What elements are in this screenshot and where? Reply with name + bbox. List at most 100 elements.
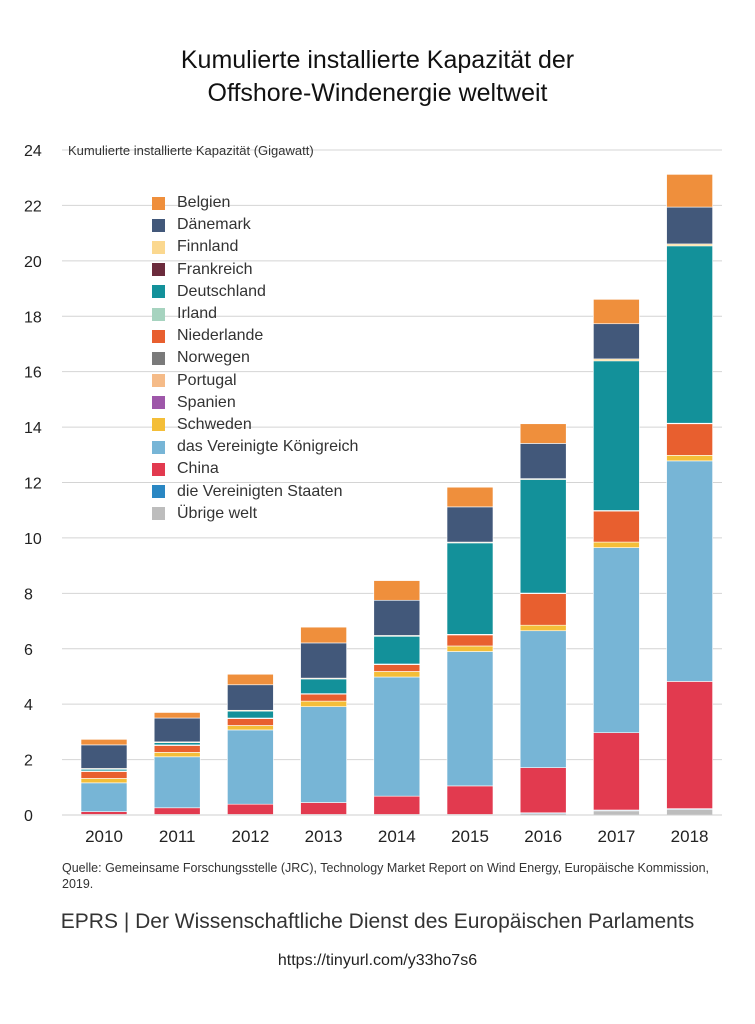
bar-segment-2011-china xyxy=(153,807,201,815)
legend-label: Norwegen xyxy=(177,349,250,367)
x-tick-label-2016: 2016 xyxy=(524,827,562,846)
y-tick-label-0: 0 xyxy=(24,808,33,825)
legend-swatch xyxy=(152,196,165,210)
bar-segment-2013-deutschland xyxy=(300,678,347,694)
legend-swatch xyxy=(152,218,165,232)
bar-segment-2018-deutschland xyxy=(666,245,713,424)
bar-segment-2015-china xyxy=(446,785,494,815)
legend-item: Norwegen xyxy=(152,347,358,369)
y-tick-label-20: 20 xyxy=(24,254,42,271)
bar-segment-2017-belgien xyxy=(593,299,640,325)
x-tick-label-2010: 2010 xyxy=(85,827,123,846)
footer-url[interactable]: https://tinyurl.com/y33ho7s6 xyxy=(277,952,478,969)
legend-swatch xyxy=(152,507,165,521)
y-axis-label: Kumulierte installierte Kapazität (Gigaw… xyxy=(68,143,314,158)
x-tick-label-2015: 2015 xyxy=(451,827,489,846)
bar-segment-2011-das-vereinigte-königreich xyxy=(153,756,201,809)
legend-swatch xyxy=(152,351,165,365)
bar-segment-2017-übrige-welt xyxy=(593,810,640,816)
legend-label: Spanien xyxy=(177,393,236,411)
bar-segment-2013-dänemark xyxy=(300,642,347,679)
legend-item: China xyxy=(152,458,358,480)
bar-segment-2012-deutschland xyxy=(227,710,274,719)
bar-segment-2014-schweden xyxy=(373,671,421,678)
y-tick-label-6: 6 xyxy=(24,642,33,659)
bar-segment-2014-china xyxy=(373,795,421,815)
legend-label: Finnland xyxy=(177,238,239,256)
legend-label: Irland xyxy=(177,305,218,323)
y-tick-label-22: 22 xyxy=(24,198,42,215)
chart-title-line-1: Kumulierte installierte Kapazität der xyxy=(180,46,575,74)
bar-segment-2016-schweden xyxy=(519,624,567,632)
legend-item: Finnland xyxy=(152,236,358,258)
bar-segment-2017-niederlande xyxy=(593,510,640,543)
y-tick-label-4: 4 xyxy=(24,697,33,714)
legend-label: Frankreich xyxy=(177,260,253,278)
bar-segment-2010-niederlande xyxy=(80,771,128,779)
bar-segment-2010-das-vereinigte-königreich xyxy=(80,782,128,812)
bar-segment-2018-china xyxy=(666,681,713,809)
legend-swatch xyxy=(152,263,165,277)
legend-label: Belgien xyxy=(177,194,231,212)
y-tick-label-12: 12 xyxy=(24,476,42,493)
chart-title: Kumulierte installierte Kapazität der Of… xyxy=(0,44,755,110)
y-tick-label-16: 16 xyxy=(24,365,42,382)
x-tick-label-2012: 2012 xyxy=(231,827,269,846)
x-tick-label-2017: 2017 xyxy=(597,827,635,846)
bar-segment-2015-das-vereinigte-königreich xyxy=(446,651,494,787)
bar-segment-2011-dänemark xyxy=(153,717,201,743)
bar-segment-2010-china xyxy=(80,811,128,815)
bar-segment-2015-dänemark xyxy=(446,506,494,543)
bar-segment-2013-niederlande xyxy=(300,693,347,702)
legend-item: Spanien xyxy=(152,392,358,414)
bar-segment-2018-belgien xyxy=(666,174,713,208)
legend-item: die Vereinigten Staaten xyxy=(152,480,358,502)
bar-segment-2011-schweden xyxy=(153,752,201,758)
bar-segment-2018-schweden xyxy=(666,455,713,462)
legend-item: Portugal xyxy=(152,370,358,392)
bar-segment-2015-niederlande xyxy=(446,634,494,647)
legend-label: das Vereinigte Königreich xyxy=(177,438,359,456)
bar-segment-2013-schweden xyxy=(300,700,347,707)
legend-swatch xyxy=(152,462,165,476)
legend-swatch xyxy=(152,307,165,321)
legend-label: China xyxy=(177,460,219,478)
legend-label: Dänemark xyxy=(177,216,251,234)
legend-label: Übrige welt xyxy=(177,504,258,522)
legend-label: Niederlande xyxy=(177,327,264,345)
source-note: Quelle: Gemeinsame Forschungsstelle (JRC… xyxy=(62,861,710,891)
bar-segment-2016-das-vereinigte-königreich xyxy=(519,630,567,768)
y-tick-label-18: 18 xyxy=(24,309,42,326)
legend-item: Dänemark xyxy=(152,214,358,236)
bar-segment-2017-china xyxy=(593,732,640,811)
bar-segment-2013-china xyxy=(300,802,347,815)
legend-item: Deutschland xyxy=(152,281,358,303)
bar-segment-2018-dänemark xyxy=(666,206,713,245)
bar-segment-2014-deutschland xyxy=(373,635,421,665)
legend-item: Niederlande xyxy=(152,325,358,347)
bar-segment-2013-belgien xyxy=(300,626,347,644)
x-tick-label-2018: 2018 xyxy=(671,827,709,846)
legend-label: Schweden xyxy=(177,415,252,433)
legend-item: Übrige welt xyxy=(152,503,358,525)
bar-segment-2016-deutschland xyxy=(519,479,567,594)
bar-segment-2014-dänemark xyxy=(373,599,421,636)
legend-swatch xyxy=(152,285,165,299)
bar-segment-2010-belgien xyxy=(80,739,128,746)
bar-segment-2017-schweden xyxy=(593,541,640,548)
bar-segment-2016-belgien xyxy=(519,423,567,444)
legend-item: Frankreich xyxy=(152,259,358,281)
bar-segment-2014-das-vereinigte-königreich xyxy=(373,676,421,797)
bar-segment-2011-deutschland xyxy=(153,742,201,746)
bar-segment-2013-das-vereinigte-königreich xyxy=(300,706,347,803)
y-tick-label-24: 24 xyxy=(24,143,42,160)
bar-segment-2014-niederlande xyxy=(373,664,421,672)
bar-segment-2015-belgien xyxy=(446,486,494,508)
bar-segment-2012-das-vereinigte-königreich xyxy=(227,729,274,805)
legend-item: das Vereinigte Königreich xyxy=(152,436,358,458)
legend-swatch xyxy=(152,329,165,343)
bar-segment-2016-niederlande xyxy=(519,593,567,626)
bar-segment-2012-belgien xyxy=(227,673,274,686)
legend-item: Belgien xyxy=(152,192,358,214)
